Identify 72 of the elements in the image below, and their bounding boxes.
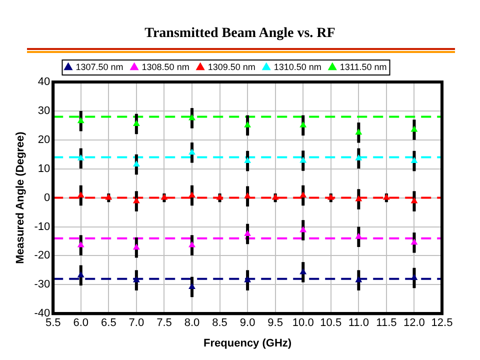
y-tick-label: -10 xyxy=(34,220,50,233)
point xyxy=(78,118,84,124)
y-tick-label: 20 xyxy=(38,134,50,146)
point xyxy=(216,194,223,200)
point xyxy=(106,194,112,200)
point xyxy=(133,120,140,126)
legend-label: 1309.50 nm xyxy=(208,62,256,72)
x-tick-label: 5.5 xyxy=(45,317,61,330)
x-tick-label: 12.0 xyxy=(404,317,425,330)
point xyxy=(356,276,362,282)
legend-label: 1311.50 nm xyxy=(340,62,387,72)
x-tick-label: 7.5 xyxy=(156,317,172,330)
point xyxy=(188,192,196,198)
x-tick-label: 10.0 xyxy=(292,317,314,330)
y-tick-label: 10 xyxy=(38,162,50,175)
x-tick-label: 6.0 xyxy=(73,317,89,330)
point xyxy=(244,230,251,236)
y-tick-label: -30 xyxy=(34,278,50,291)
legend-label: 1308.50 nm xyxy=(142,62,190,72)
point xyxy=(300,192,306,198)
point xyxy=(244,276,251,282)
point xyxy=(133,276,140,282)
point xyxy=(188,149,196,155)
point xyxy=(78,242,84,248)
point xyxy=(356,154,362,160)
point xyxy=(133,198,140,204)
point xyxy=(188,283,196,289)
x-tick-label: 11.0 xyxy=(348,317,369,330)
point xyxy=(300,268,306,274)
y-tick-label: 0 xyxy=(44,192,50,204)
point xyxy=(133,244,140,250)
y-tick-label: -20 xyxy=(34,250,50,262)
point xyxy=(272,194,278,200)
point xyxy=(244,192,251,198)
point xyxy=(133,161,140,167)
legend-label: 1307.50 nm xyxy=(76,62,124,72)
point xyxy=(356,233,362,239)
point xyxy=(411,239,418,245)
point xyxy=(300,226,306,232)
point xyxy=(411,126,418,132)
x-tick-label: 10.5 xyxy=(320,317,342,330)
point xyxy=(328,194,334,200)
legend-label: 1310.50 nm xyxy=(274,62,322,72)
point xyxy=(383,194,390,200)
y-axis-title: Measured Angle (Degree) xyxy=(14,131,27,264)
chart-title: Transmitted Beam Angle vs. RF xyxy=(144,26,336,42)
point xyxy=(300,122,306,128)
point xyxy=(356,129,362,135)
x-tick-label: 6.5 xyxy=(101,317,116,330)
point xyxy=(244,158,251,164)
point xyxy=(411,158,418,164)
x-axis-title: Frequency (GHz) xyxy=(204,337,292,350)
point xyxy=(161,194,168,200)
point xyxy=(78,154,84,160)
point xyxy=(300,157,306,163)
point xyxy=(78,192,84,198)
point xyxy=(244,122,251,128)
x-tick-label: 11.5 xyxy=(376,317,397,330)
point xyxy=(356,196,362,202)
point xyxy=(188,242,196,248)
y-tick-label: 40 xyxy=(38,76,50,88)
point xyxy=(411,198,418,204)
point xyxy=(411,274,418,280)
point xyxy=(78,272,84,278)
point xyxy=(188,114,196,120)
y-tick-label: 30 xyxy=(38,104,50,117)
x-tick-label: 9.0 xyxy=(240,317,256,330)
x-tick-label: 12.5 xyxy=(431,317,453,330)
x-tick-label: 9.5 xyxy=(268,317,283,330)
x-tick-label: 8.5 xyxy=(212,317,228,330)
x-tick-label: 8.0 xyxy=(184,317,200,330)
x-tick-label: 7.0 xyxy=(128,317,144,330)
